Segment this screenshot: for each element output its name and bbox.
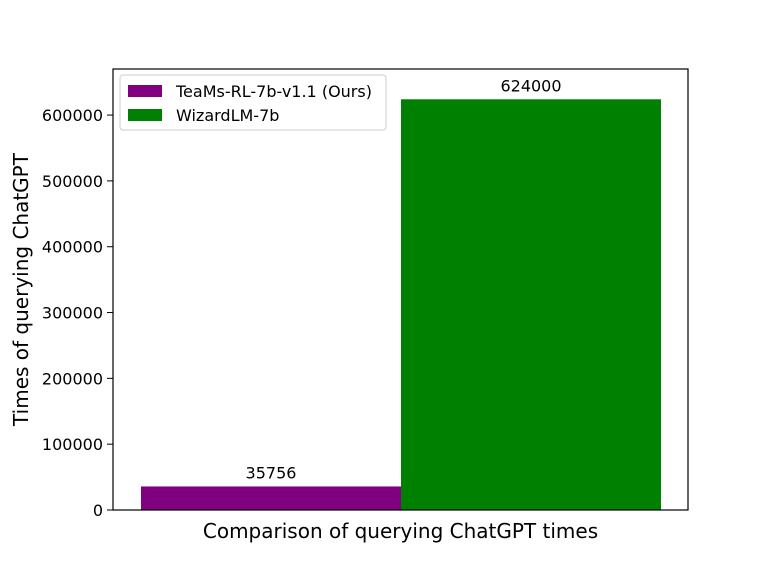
bar-value-label-2: 624000 — [500, 76, 561, 95]
bar-1 — [141, 486, 401, 510]
legend-swatch-1 — [128, 85, 162, 97]
bar-labels-group: 35756 624000 — [246, 76, 562, 482]
y-tick-label: 500000 — [42, 172, 103, 191]
y-axis: 0 100000 200000 300000 400000 500000 600000 — [42, 106, 113, 520]
y-tick-label: 600000 — [42, 106, 103, 125]
legend-swatch-2 — [128, 109, 162, 121]
y-tick-label: 300000 — [42, 304, 103, 323]
y-tick-label: 0 — [93, 501, 103, 520]
legend-box — [119, 74, 387, 131]
y-tick-label: 200000 — [42, 369, 103, 388]
bars-group — [141, 99, 661, 510]
y-axis-label: Times of querying ChatGPT — [9, 152, 33, 427]
x-axis-label: Comparison of querying ChatGPT times — [203, 519, 598, 543]
bar-2 — [401, 99, 661, 510]
plot-frame — [112, 68, 689, 511]
legend-label-2: WizardLM-7b — [176, 106, 279, 125]
legend: TeaMs-RL-7b-v1.1 (Ours) WizardLM-7b — [119, 74, 387, 131]
bar-value-label-1: 35756 — [246, 463, 297, 482]
legend-label-1: TeaMs-RL-7b-v1.1 (Ours) — [175, 82, 372, 101]
y-tick-label: 400000 — [42, 238, 103, 257]
y-tick-label: 100000 — [42, 435, 103, 454]
